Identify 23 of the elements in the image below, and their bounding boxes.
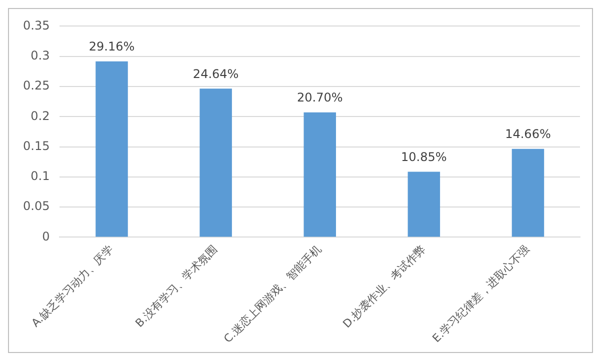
data-label: 10.85% [401, 150, 447, 164]
y-tick-label: 0.05 [23, 199, 50, 214]
x-tick-label: A.缺乏学习动力、厌学 [29, 242, 116, 330]
data-label: 20.70% [296, 90, 343, 105]
bar [200, 88, 232, 237]
bar [512, 148, 544, 237]
data-label: 24.64% [192, 66, 239, 81]
x-tick-label: B.没有学习、学术氛围 [132, 242, 220, 330]
bar [96, 61, 128, 237]
y-tick-label: 0.15 [23, 138, 50, 153]
y-tick-label: 0.2 [30, 108, 50, 123]
y-tick-label: 0.25 [23, 78, 50, 93]
y-tick-label: 0 [42, 229, 50, 244]
data-label: 29.16% [88, 40, 135, 54]
y-tick-label: 0.1 [30, 169, 50, 184]
y-tick-label: 0.3 [30, 48, 50, 62]
bar [408, 172, 440, 237]
y-tick-label: 0.35 [23, 18, 50, 32]
bar [304, 112, 336, 237]
x-tick-label: D.抄袭作业、考试作弊 [340, 242, 428, 330]
data-label: 14.66% [505, 126, 551, 141]
x-tick-label: C.迷恋上网游戏、智能手机 [221, 242, 324, 346]
x-tick-label: E.学习纪律差，进取心不强 [430, 242, 532, 345]
